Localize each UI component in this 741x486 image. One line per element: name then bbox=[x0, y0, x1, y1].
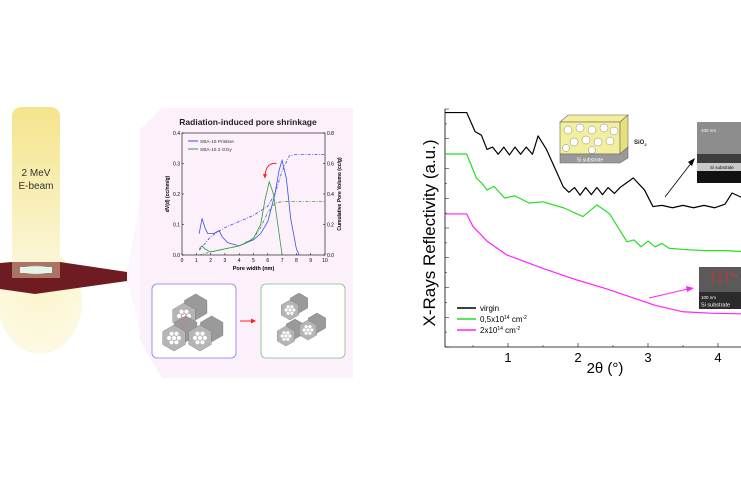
x-tick-label: 8 bbox=[295, 258, 298, 264]
arrow-to-top-sem bbox=[664, 161, 693, 198]
legend-label: SBA-15 Pristine bbox=[200, 139, 234, 145]
pore-shrink-marker bbox=[181, 313, 187, 319]
series-line-0 bbox=[198, 158, 300, 256]
pore-bundle bbox=[188, 315, 224, 352]
legend-label: virgin bbox=[480, 304, 499, 313]
shift-arrow-head bbox=[262, 174, 267, 179]
x-tick-label: 2 bbox=[574, 350, 581, 365]
series-line-2 bbox=[198, 153, 325, 251]
sem-image-top: 100 nm Si substrate bbox=[697, 122, 741, 183]
substrate-label: Si substrate bbox=[577, 158, 604, 164]
chart-title: Radiation-induced pore shrinkage bbox=[179, 117, 317, 127]
mesopore-hexagon-illustration bbox=[162, 292, 326, 352]
y2-tick-label: 0.0 bbox=[327, 253, 334, 259]
y2-tick-label: 0.2 bbox=[327, 222, 334, 228]
y-axis-label: dV(d) (cc/nm/g) bbox=[165, 175, 171, 212]
y-tick-label: 0.2 bbox=[173, 192, 180, 198]
x-tick-label: 6 bbox=[266, 258, 269, 264]
x-tick-label: 9 bbox=[309, 258, 312, 264]
y2-tick-label: 0.4 bbox=[327, 192, 334, 198]
sem-image-bottom: Au 100 nm Si substrate bbox=[699, 267, 741, 309]
xrr-chart: 1 2 3 4 2θ (°) X-Rays Reflectivity (a.u.) virg… bbox=[420, 108, 741, 377]
x-tick-label: 4 bbox=[714, 350, 721, 365]
y-axis-label: X-Rays Reflectivity (a.u.) bbox=[420, 139, 439, 326]
pore-bundle bbox=[299, 312, 326, 341]
sem-bottom-substrate: Si substrate bbox=[701, 303, 730, 309]
series-line-3 bbox=[199, 201, 325, 256]
x-tick-label: 0 bbox=[181, 258, 184, 264]
series-line-1 bbox=[198, 180, 283, 256]
x-tick-label: 4 bbox=[238, 258, 241, 264]
au-label: Au bbox=[731, 273, 737, 279]
series-line-2 bbox=[445, 213, 741, 315]
x-tick-label: 2 bbox=[209, 258, 212, 264]
x-axis-label: 2θ (°) bbox=[587, 360, 624, 377]
sem-top-substrate: Si substrate bbox=[710, 165, 734, 170]
series-line-0 bbox=[445, 111, 741, 209]
shift-arrow bbox=[264, 162, 277, 176]
arrow-to-bottom-sem bbox=[648, 288, 689, 299]
beam-type-label: E-beam bbox=[18, 181, 53, 192]
y2-axis-label: Cumulative Pore Volume (cc/g) bbox=[337, 157, 343, 231]
sem-top-scale: 100 nm bbox=[701, 128, 716, 133]
shrink-arrow-head bbox=[251, 318, 256, 324]
sio2-schematic-inset: Si substrate SiO2 bbox=[559, 114, 647, 164]
legend-label: 0,5x1014 cm-2 bbox=[480, 315, 527, 324]
y-tick-label: 0.4 bbox=[173, 131, 180, 137]
ebeam-illustration: 2 MeV E-beam bbox=[0, 107, 127, 354]
x-tick-label: 10 bbox=[322, 258, 328, 264]
pore-size-chart: 0 1 2 3 4 5 6 7 8 9 100.00.10.20.30.40.00.20.40.60… bbox=[165, 131, 343, 272]
beam-energy-label: 2 MeV bbox=[22, 168, 51, 179]
x-tick-label: 7 bbox=[281, 258, 284, 264]
x-tick-label: 3 bbox=[224, 258, 227, 264]
electron-beam bbox=[12, 107, 60, 267]
x-tick-label: 3 bbox=[644, 350, 651, 365]
y2-tick-label: 0.6 bbox=[327, 161, 334, 167]
sem-bottom-scale: 100 nm bbox=[701, 295, 716, 300]
y2-tick-label: 0.8 bbox=[327, 131, 334, 137]
x-tick-label: 5 bbox=[252, 258, 255, 264]
legend-label: SBA-15 2 GGy bbox=[200, 147, 232, 153]
legend-label: 2x1014 cm-2 bbox=[480, 326, 520, 335]
y-tick-label: 0.3 bbox=[173, 161, 180, 167]
x-tick-label: 1 bbox=[195, 258, 198, 264]
y-tick-label: 0.0 bbox=[173, 253, 180, 259]
series-line-1 bbox=[445, 153, 741, 253]
pore-bundle bbox=[281, 292, 308, 321]
y-tick-label: 0.1 bbox=[173, 222, 180, 228]
x-tick-label: 1 bbox=[504, 350, 511, 365]
sio2-label: SiO2 bbox=[634, 140, 647, 147]
pore-shrink-marker bbox=[181, 322, 187, 328]
x-axis-label: Pore width (nm) bbox=[233, 266, 275, 272]
